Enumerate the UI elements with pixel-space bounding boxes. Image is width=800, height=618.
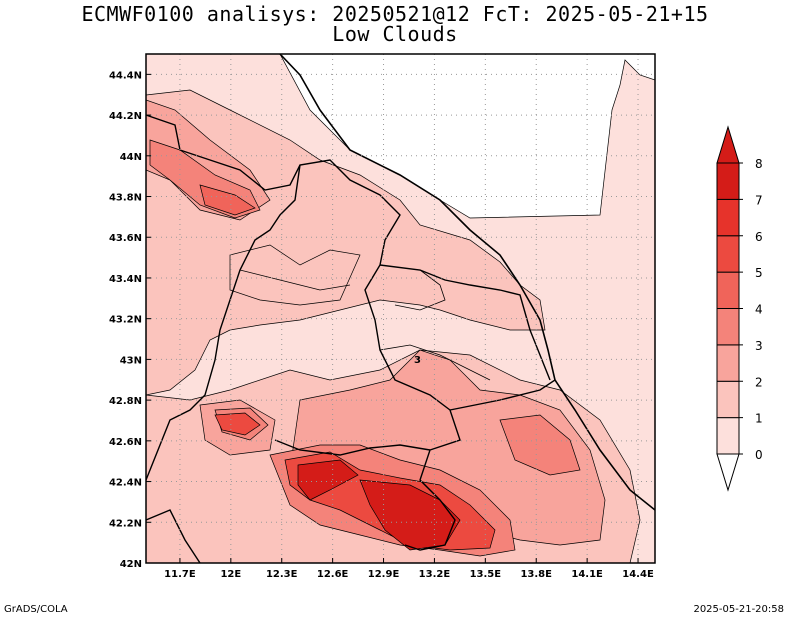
y-tick-label: 42.2N <box>109 518 142 529</box>
y-tick-label: 42N <box>120 559 142 570</box>
colorbar-low-arrow <box>716 453 740 492</box>
y-tick-label: 42.6N <box>109 437 142 448</box>
y-tick-label: 43.8N <box>109 193 142 204</box>
x-tick-label: 11.7E <box>164 569 196 580</box>
y-tick-label: 43.2N <box>109 315 142 326</box>
y-tick-label: 42.4N <box>109 478 142 489</box>
colorbar-label: 2 <box>755 375 763 389</box>
y-tick-label: 43.4N <box>109 274 142 285</box>
y-tick-label: 44.4N <box>109 70 142 81</box>
contour-label: 3 <box>414 355 421 366</box>
colorbar-label: 0 <box>755 448 763 462</box>
region-border-2 <box>146 164 301 481</box>
colorbar-swatch <box>716 198 740 237</box>
render-timestamp: 2025-05-21-20:58 <box>693 604 784 615</box>
province-border-2 <box>239 269 351 291</box>
contour-level-1 <box>146 89 546 396</box>
colorbar-swatch <box>716 417 740 455</box>
colorbar-label: 1 <box>755 412 763 426</box>
contour-level-1-center <box>229 244 361 306</box>
province-border-1 <box>379 344 491 381</box>
x-tick-label: 12E <box>220 569 241 580</box>
region-border-1 <box>146 114 461 551</box>
colorbar: 0 1 2 3 4 5 6 7 8 <box>716 125 763 492</box>
y-tick-label: 42.8N <box>109 396 142 407</box>
contour-level-5-west <box>214 412 261 436</box>
y-tick-label: 44N <box>120 152 142 163</box>
colorbar-swatch <box>716 380 740 419</box>
x-tick-label: 12.3E <box>266 569 298 580</box>
y-tick-label: 43.6N <box>109 233 142 244</box>
colorbar-swatch <box>716 344 740 382</box>
colorbar-label: 6 <box>755 230 763 244</box>
colorbar-label: 4 <box>755 303 763 317</box>
contour-level-3-east <box>499 414 581 476</box>
x-tick-label: 12.9E <box>368 569 400 580</box>
x-tick-label: 14.1E <box>571 569 603 580</box>
x-tick-label: 12.6E <box>317 569 349 580</box>
province-border-3 <box>394 269 446 311</box>
colorbar-label: 3 <box>755 339 763 353</box>
x-tick-label: 13.8E <box>520 569 552 580</box>
x-axis-ticks: 11.7E 12E 12.3E 12.6E 12.9E 13.2E 13.5E 13.8E 14… <box>164 558 654 580</box>
colorbar-swatch <box>716 235 740 273</box>
colorbar-label: 5 <box>755 266 763 280</box>
region-border-6 <box>146 509 201 563</box>
plot-frame <box>145 53 656 564</box>
colorbar-label: 8 <box>755 157 763 171</box>
y-tick-label: 43N <box>120 355 142 366</box>
region-border-5 <box>274 439 431 456</box>
x-tick-label: 13.2E <box>419 569 451 580</box>
colorbar-swatch <box>716 271 740 309</box>
cloud-cover-contours <box>146 54 655 563</box>
contour-level-7-core-a <box>297 459 359 501</box>
colorbar-label: 7 <box>755 193 763 207</box>
contour-level-4-north <box>199 184 256 216</box>
software-credit: GrADS/COLA <box>4 604 68 615</box>
colorbar-high-arrow <box>716 125 740 164</box>
x-tick-label: 13.5E <box>470 569 502 580</box>
map-subtitle: Low Clouds <box>332 22 458 46</box>
y-tick-label: 44.2N <box>109 111 142 122</box>
x-tick-label: 14.4E <box>622 569 654 580</box>
colorbar-swatch <box>716 308 740 346</box>
region-border-3 <box>379 264 551 381</box>
colorbar-swatch <box>716 162 740 200</box>
y-axis-ticks: 44.4N 44.2N 44N 43.8N 43.6N 43.4N 43.2N 43N 42.8… <box>109 70 151 570</box>
map-title: ECMWF0100 analisys: 20250521@12 FcT: 202… <box>81 2 709 26</box>
region-border-4 <box>449 379 556 411</box>
